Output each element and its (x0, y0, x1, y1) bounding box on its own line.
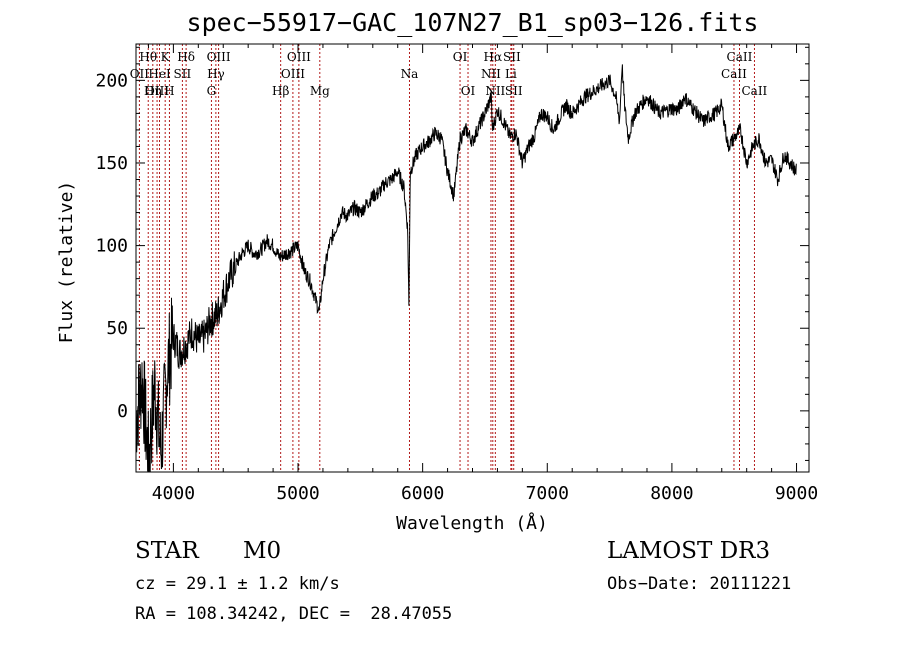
flux-curve-layer (135, 64, 797, 473)
x-tick-label: 7000 (526, 483, 569, 504)
spectral-subclass: M0 (243, 538, 282, 564)
x-tick-label: 9000 (775, 483, 818, 504)
line-label: SII (174, 67, 192, 81)
line-label: Hδ (177, 50, 195, 64)
line-label: Hη (144, 84, 162, 98)
line-label: NII (481, 67, 501, 81)
line-label: K (161, 50, 171, 64)
plot-frame (135, 43, 810, 473)
line-label: Na (401, 67, 419, 81)
line-label: CaII (727, 50, 753, 64)
line-label: OIII (281, 67, 305, 81)
sky-coordinates: RA = 108.34242, DEC = 28.47055 (135, 604, 453, 624)
axis-ticks: 4000 5000 6000 7000 8000 9000 0 50 100 150 200 (95, 44, 818, 504)
line-label: Hγ (207, 67, 225, 81)
y-tick-label: 100 (95, 236, 128, 257)
redshift-velocity: cz = 29.1 ± 1.2 km/s (135, 574, 340, 594)
line-label: OII (130, 67, 150, 81)
line-label: G (207, 84, 217, 98)
line-label: OIII (207, 50, 231, 64)
line-label: OI (453, 50, 468, 64)
y-tick-label: 50 (106, 318, 128, 339)
x-axis-label: Wavelength (Å) (396, 512, 548, 534)
flux-series-line (135, 64, 797, 473)
line-label: SII (505, 84, 523, 98)
y-axis-label: Flux (relative) (56, 181, 77, 344)
y-tick-label: 0 (117, 401, 128, 422)
line-label: SII (503, 50, 521, 64)
line-label: OI (461, 84, 476, 98)
chart-title: spec−55917−GAC_107N27_B1_sp03−126.fits (186, 8, 759, 37)
line-label: NII (485, 84, 505, 98)
y-tick-label: 200 (95, 70, 128, 91)
line-label: OIII (287, 50, 311, 64)
line-label: Hθ (139, 50, 157, 64)
line-label: Mg (310, 84, 330, 98)
y-tick-label: 150 (95, 153, 128, 174)
x-tick-label: 4000 (152, 483, 195, 504)
catalog-release: LAMOST DR3 (607, 538, 771, 564)
line-label: Hα (484, 50, 503, 64)
line-label: OIII (145, 84, 169, 98)
x-tick-label: 5000 (276, 483, 319, 504)
line-label: H (164, 84, 174, 98)
line-label: Li (505, 67, 517, 81)
line-label: CaII (721, 67, 747, 81)
object-class: STAR (135, 538, 199, 564)
line-label: CaII (741, 84, 767, 98)
x-tick-label: 8000 (650, 483, 693, 504)
observation-date: Obs−Date: 20111221 (607, 574, 792, 594)
line-label: Hβ (272, 84, 289, 98)
line-label: HeI (148, 67, 171, 81)
x-tick-label: 6000 (401, 483, 444, 504)
